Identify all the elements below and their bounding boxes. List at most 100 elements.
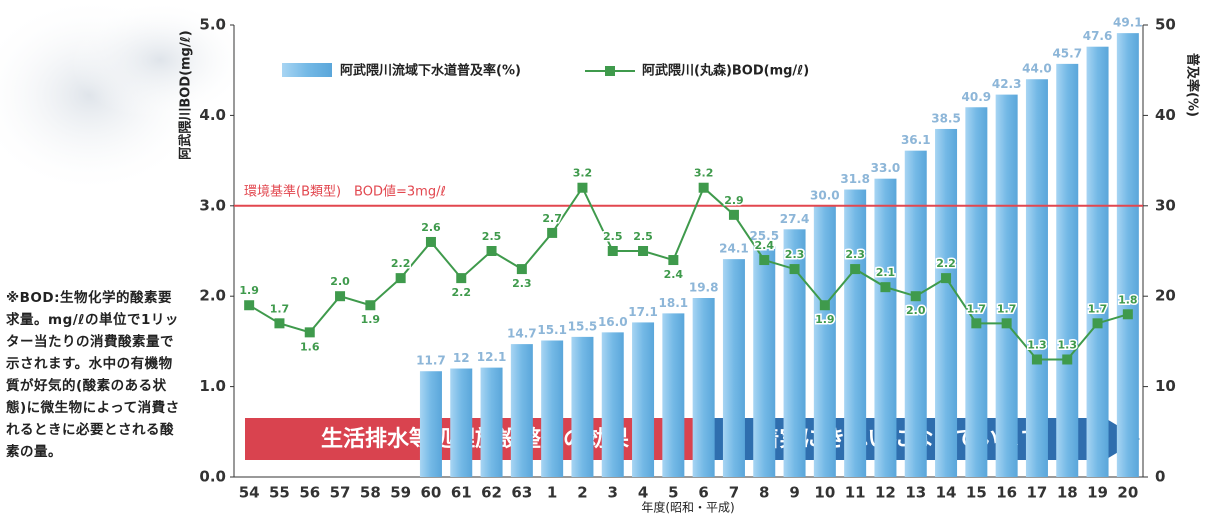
- bar-value-label: 49.1: [1113, 16, 1143, 30]
- bar: [783, 229, 806, 477]
- x-tick-label: 56: [299, 484, 320, 502]
- bar: [844, 189, 867, 477]
- bar-value-label: 11.7: [416, 354, 446, 368]
- point-value-label: 2.6: [421, 221, 441, 234]
- point: [274, 318, 285, 329]
- x-tick-label: 6: [698, 484, 708, 502]
- bar-value-label: 36.1: [901, 133, 931, 147]
- bar-value-label: 24.1: [719, 242, 749, 256]
- x-tick-label: 8: [759, 484, 769, 502]
- bar-value-label: 47.6: [1083, 29, 1113, 43]
- y2-tick-label: 0: [1155, 468, 1165, 486]
- bar: [450, 368, 473, 477]
- bar: [874, 178, 897, 477]
- bar: [601, 332, 624, 477]
- point: [698, 182, 709, 193]
- x-tick-label: 57: [330, 484, 351, 502]
- x-tick-label: 63: [511, 484, 532, 502]
- point: [910, 291, 921, 302]
- bar-value-label: 40.9: [962, 90, 992, 104]
- bar: [419, 371, 442, 477]
- x-tick-label: 4: [638, 484, 648, 502]
- point-value-label: 2.2: [391, 257, 411, 270]
- x-tick-label: 55: [269, 484, 290, 502]
- bar-value-label: 25.5: [749, 229, 779, 243]
- bar-value-label: 45.7: [1052, 46, 1082, 60]
- legend-label: 阿武隈川流域下水道普及率(%): [340, 63, 521, 79]
- bar: [935, 128, 958, 477]
- point-value-label: 2.3: [512, 277, 532, 290]
- point-value-label: 3.2: [573, 167, 593, 180]
- point-value-label: 2.5: [603, 230, 623, 243]
- point-value-label: 1.7: [967, 302, 987, 315]
- x-tick-label: 9: [789, 484, 799, 502]
- point: [759, 255, 770, 266]
- point-value-label: 1.7: [997, 302, 1017, 315]
- point: [244, 300, 255, 311]
- point: [456, 273, 467, 284]
- y2-tick-label: 20: [1155, 287, 1176, 305]
- x-tick-label: 13: [905, 484, 926, 502]
- point-value-label: 1.6: [300, 340, 320, 353]
- point-value-label: 2.4: [755, 239, 775, 252]
- point: [819, 300, 830, 311]
- x-axis-title: 年度(昭和・平成): [641, 500, 734, 515]
- point: [971, 318, 982, 329]
- bar-value-label: 31.8: [840, 172, 870, 186]
- y-tick-label: 2.0: [199, 287, 226, 305]
- bar-value-label: 12.1: [477, 350, 507, 364]
- legend-label: 阿武隈川(丸森)BOD(mg/ℓ): [642, 63, 809, 79]
- point-value-label: 2.2: [936, 257, 956, 270]
- point-value-label: 2.1: [876, 266, 896, 279]
- point: [1122, 309, 1133, 320]
- bar-value-label: 15.1: [537, 323, 567, 337]
- point-value-label: 1.9: [239, 284, 259, 297]
- point: [638, 246, 649, 256]
- point-value-label: 2.3: [845, 248, 865, 261]
- point: [1062, 354, 1073, 365]
- bar: [753, 246, 776, 477]
- x-tick-label: 58: [360, 484, 381, 502]
- decoration: [70, 0, 250, 120]
- point: [941, 273, 952, 284]
- x-tick-label: 19: [1087, 484, 1108, 502]
- point-value-label: 3.2: [694, 167, 714, 180]
- y2-tick-label: 30: [1155, 196, 1176, 214]
- x-tick-label: 18: [1057, 484, 1078, 502]
- point: [335, 291, 346, 302]
- point-value-label: 1.7: [1088, 302, 1108, 315]
- point-value-label: 1.7: [270, 302, 290, 315]
- bar-value-label: 33.0: [871, 161, 901, 175]
- x-tick-label: 20: [1117, 484, 1138, 502]
- bar-value-label: 19.8: [689, 281, 719, 295]
- x-tick-label: 10: [814, 484, 835, 502]
- bar: [510, 344, 533, 477]
- point: [880, 282, 891, 293]
- x-tick-label: 62: [481, 484, 502, 502]
- point: [668, 255, 679, 266]
- bar-value-label: 14.7: [507, 327, 537, 341]
- bar-value-label: 17.1: [628, 305, 658, 319]
- y-tick-label: 4.0: [199, 106, 226, 124]
- point-value-label: 2.7: [542, 212, 562, 225]
- x-tick-label: 16: [996, 484, 1017, 502]
- bar-value-label: 30.0: [810, 188, 840, 202]
- bar: [1086, 46, 1109, 478]
- bar: [541, 340, 564, 477]
- point: [607, 246, 618, 256]
- point-value-label: 1.9: [815, 313, 835, 326]
- point: [486, 246, 497, 256]
- bar: [813, 205, 836, 478]
- legend-swatch: [605, 66, 615, 76]
- x-tick-label: 59: [390, 484, 411, 502]
- legend-swatch: [282, 63, 332, 77]
- point: [1031, 354, 1042, 365]
- x-tick-label: 14: [936, 484, 957, 502]
- x-tick-label: 3: [608, 484, 618, 502]
- bar: [1025, 79, 1048, 478]
- x-tick-label: 5: [668, 484, 678, 502]
- x-tick-label: 61: [451, 484, 472, 502]
- bar: [904, 150, 927, 477]
